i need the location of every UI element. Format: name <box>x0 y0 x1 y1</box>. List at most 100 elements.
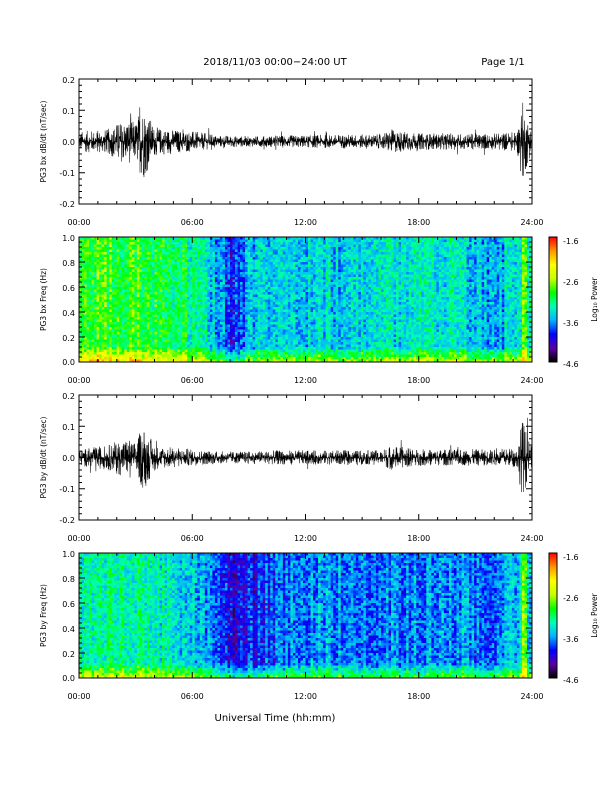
heatmap-cell <box>197 262 201 265</box>
heatmap-cell <box>232 239 236 243</box>
heatmap-cell <box>124 282 128 285</box>
heatmap-cell <box>207 344 211 348</box>
heatmap-cell <box>267 284 271 288</box>
heatmap-cell <box>194 344 198 348</box>
heatmap-cell <box>245 334 248 338</box>
heatmap-cell <box>204 257 208 260</box>
heatmap-cell <box>199 242 203 245</box>
heatmap-cell <box>96 307 100 310</box>
heatmap-cell <box>277 342 281 345</box>
heatmap-cell <box>222 297 226 300</box>
heatmap-cell <box>189 324 193 328</box>
heatmap-cell <box>116 322 120 325</box>
heatmap-cell <box>209 324 213 328</box>
heatmap-cell <box>79 254 82 258</box>
heatmap-cell <box>260 289 264 293</box>
heatmap-cell <box>295 304 299 308</box>
heatmap-cell <box>124 324 128 328</box>
heatmap-cell <box>230 272 233 275</box>
heatmap-cell <box>109 239 113 243</box>
heatmap-cell <box>287 317 291 320</box>
heatmap-cell <box>255 237 258 240</box>
heatmap-cell <box>114 324 118 328</box>
heatmap-cell <box>126 239 130 243</box>
heatmap-cell <box>192 297 196 300</box>
heatmap-cell <box>302 347 306 350</box>
heatmap-cell <box>167 344 170 348</box>
heatmap-cell <box>159 329 163 333</box>
heatmap-cell <box>141 347 145 350</box>
heatmap-cell <box>174 359 178 363</box>
heatmap-cell <box>242 279 246 283</box>
heatmap-cell <box>280 254 284 258</box>
heatmap-cell <box>310 254 314 258</box>
heatmap-cell <box>247 282 251 285</box>
heatmap-cell <box>267 297 271 300</box>
heatmap-cell <box>159 342 163 345</box>
heatmap-cell <box>302 317 306 320</box>
heatmap-cell <box>300 247 304 250</box>
heatmap-cell <box>305 252 309 255</box>
heatmap-cell <box>86 329 90 333</box>
heatmap-cell <box>217 249 221 253</box>
heatmap-cell <box>209 244 213 248</box>
heatmap-cell <box>139 314 143 318</box>
heatmap-cell <box>157 312 160 315</box>
heatmap-cell <box>89 259 92 263</box>
heatmap-cell <box>174 344 178 348</box>
heatmap-cell <box>174 249 178 253</box>
heatmap-cell <box>179 357 183 360</box>
heatmap-cell <box>162 242 165 245</box>
heatmap-cell <box>159 267 163 270</box>
heatmap-cell <box>172 302 175 305</box>
heatmap-cell <box>282 354 286 358</box>
heatmap-cell <box>172 339 175 343</box>
heatmap-cell <box>182 347 185 350</box>
heatmap-cell <box>204 297 208 300</box>
heatmap-cell <box>99 259 102 263</box>
heatmap-cell <box>134 329 138 333</box>
heatmap-cell <box>174 354 178 358</box>
heatmap-cell <box>81 344 85 348</box>
heatmap-cell <box>302 342 306 345</box>
heatmap-cell <box>96 304 100 308</box>
heatmap-cell <box>79 237 82 240</box>
heatmap-cell <box>141 262 145 265</box>
heatmap-cell <box>270 242 274 245</box>
heatmap-cell <box>285 267 289 270</box>
heatmap-cell <box>164 309 168 313</box>
heatmap-cell <box>250 354 253 358</box>
heatmap-cell <box>270 342 274 345</box>
heatmap-cell <box>313 314 316 318</box>
heatmap-cell <box>111 302 115 305</box>
heatmap-cell <box>207 332 211 335</box>
heatmap-cell <box>197 277 201 280</box>
heatmap-cell <box>192 259 196 263</box>
heatmap-cell <box>151 307 155 310</box>
heatmap-cell <box>245 299 248 303</box>
heatmap-cell <box>182 332 185 335</box>
bx-spectrogram-cells <box>79 237 533 363</box>
heatmap-cell <box>159 272 163 275</box>
heatmap-cell <box>126 359 130 363</box>
heatmap-cell <box>219 332 223 335</box>
heatmap-cell <box>260 344 264 348</box>
heatmap-cell <box>290 349 294 353</box>
heatmap-cell <box>109 259 113 263</box>
heatmap-cell <box>136 294 140 298</box>
heatmap-cell <box>214 334 218 338</box>
heatmap-cell <box>124 329 128 333</box>
heatmap-cell <box>126 274 130 278</box>
heatmap-cell <box>245 252 248 255</box>
heatmap-cell <box>139 299 143 303</box>
heatmap-cell <box>267 294 271 298</box>
heatmap-cell <box>277 294 281 298</box>
heatmap-cell <box>209 254 213 258</box>
heatmap-cell <box>287 349 291 353</box>
heatmap-cell <box>172 349 175 353</box>
heatmap-cell <box>114 282 118 285</box>
heatmap-cell <box>308 334 311 338</box>
heatmap-cell <box>162 299 165 303</box>
heatmap-cell <box>262 344 266 348</box>
heatmap-cell <box>292 324 296 328</box>
